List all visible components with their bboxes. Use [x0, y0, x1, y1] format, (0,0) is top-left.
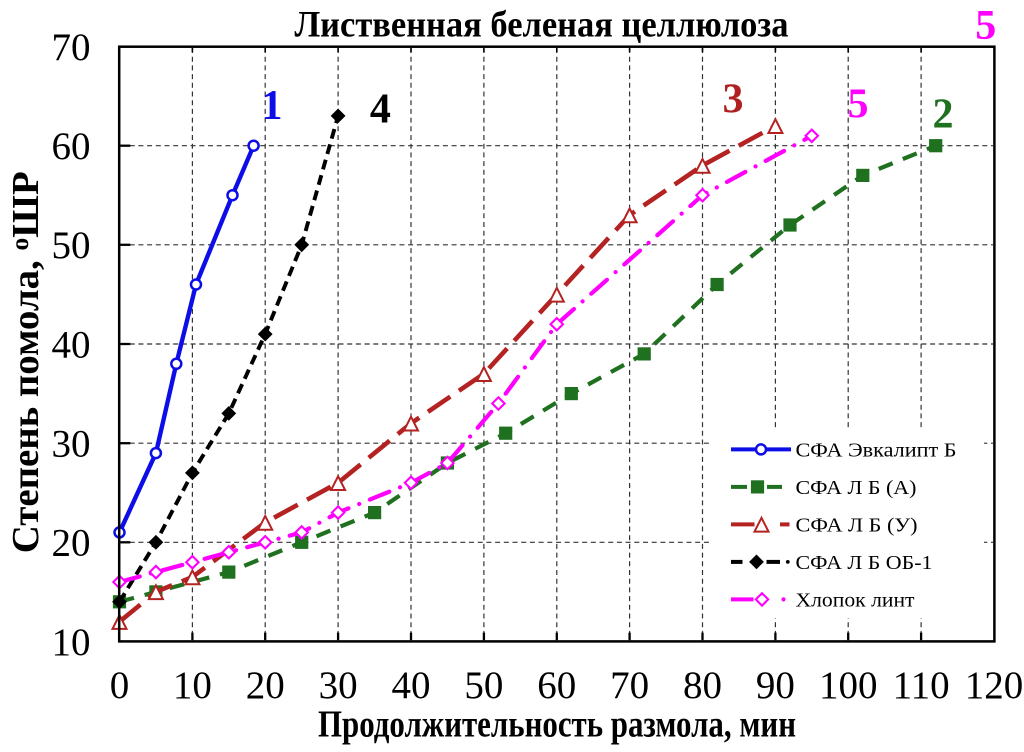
svg-text:80: 80: [683, 664, 722, 707]
svg-text:СФА Эвкалипт Б: СФА Эвкалипт Б: [796, 439, 957, 461]
svg-text:2: 2: [933, 92, 954, 138]
svg-text:3: 3: [723, 77, 744, 123]
svg-text:СФА Л Б (У): СФА Л Б (У): [796, 514, 918, 536]
svg-text:10: 10: [173, 664, 212, 707]
svg-text:4: 4: [370, 87, 391, 133]
svg-text:100: 100: [819, 664, 878, 707]
svg-text:70: 70: [52, 26, 91, 69]
svg-text:20: 20: [52, 522, 91, 565]
svg-text:30: 30: [52, 423, 91, 466]
svg-text:40: 40: [52, 323, 91, 366]
svg-text:60: 60: [537, 664, 576, 707]
svg-text:СФА Л Б (А): СФА Л Б (А): [796, 477, 917, 499]
svg-text:40: 40: [392, 664, 431, 707]
svg-text:20: 20: [246, 664, 285, 707]
svg-text:5: 5: [975, 3, 996, 49]
svg-text:СФА Л Б ОБ-1: СФА Л Б ОБ-1: [796, 552, 933, 574]
svg-text:50: 50: [464, 664, 503, 707]
svg-text:Продолжительность размола, мин: Продолжительность размола, мин: [318, 704, 796, 746]
svg-text:110: 110: [893, 664, 950, 707]
svg-text:5: 5: [848, 82, 869, 128]
svg-text:0: 0: [110, 664, 130, 707]
svg-text:70: 70: [610, 664, 649, 707]
svg-text:Степень помола, оШР: Степень помола, оШР: [5, 171, 47, 553]
svg-text:1: 1: [262, 83, 283, 129]
svg-text:90: 90: [756, 664, 795, 707]
svg-text:Хлопок линт: Хлопок линт: [796, 589, 915, 611]
svg-text:60: 60: [52, 125, 91, 168]
svg-text:50: 50: [52, 224, 91, 267]
svg-text:120: 120: [965, 664, 1024, 707]
svg-text:Лиственная беленая целлюлоза: Лиственная беленая целлюлоза: [295, 5, 789, 46]
svg-text:10: 10: [52, 621, 91, 664]
svg-text:30: 30: [319, 664, 358, 707]
